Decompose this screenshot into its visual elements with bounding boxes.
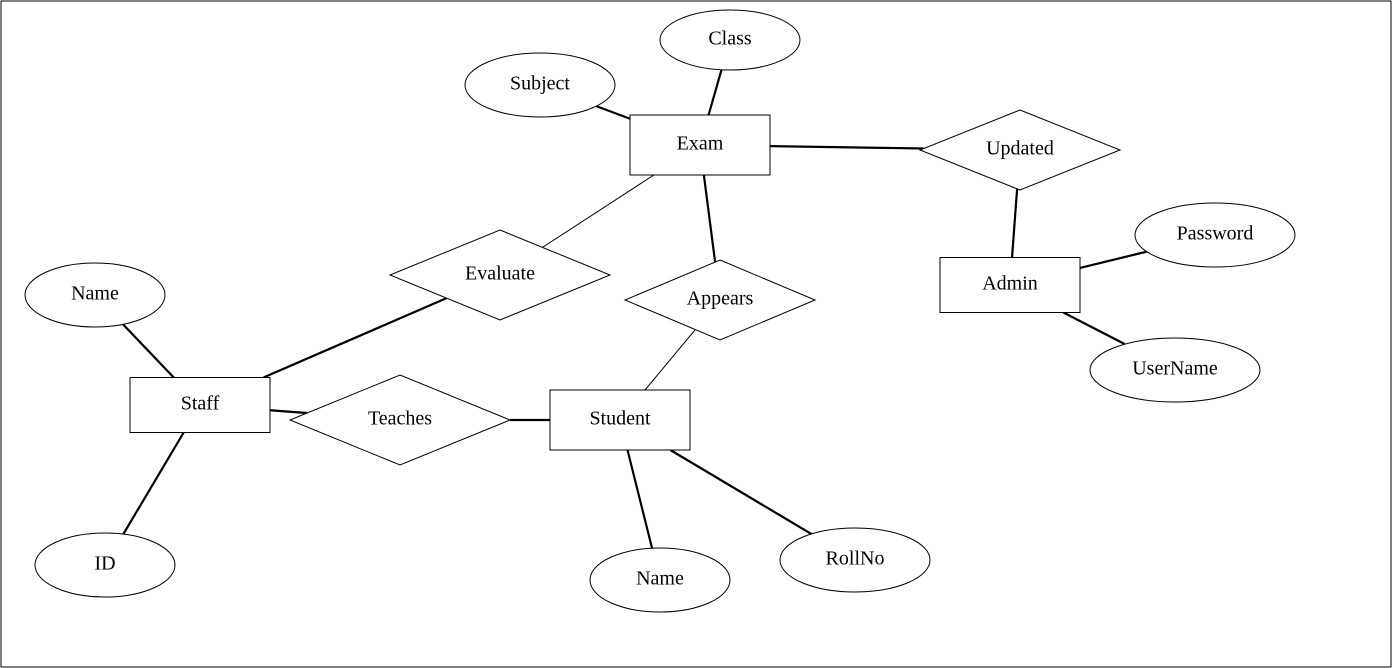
edge-student-student_name bbox=[628, 450, 653, 548]
relationship-evaluate-label: Evaluate bbox=[465, 263, 535, 285]
edge-staff-staff_id bbox=[123, 433, 183, 535]
edge-student-appears bbox=[645, 330, 695, 390]
edge-admin-password bbox=[1080, 252, 1147, 268]
edge-exam-evaluate bbox=[542, 175, 653, 247]
entities-layer: Exam Staff Student Admin bbox=[130, 115, 1080, 450]
edge-evaluate-staff bbox=[263, 298, 446, 377]
entity-exam-label: Exam bbox=[677, 133, 724, 155]
attribute-staff_name-label: Name bbox=[71, 283, 119, 305]
relationship-updated-label: Updated bbox=[986, 138, 1054, 160]
relationship-appears-label: Appears bbox=[687, 288, 754, 310]
edge-exam-class bbox=[709, 70, 722, 115]
relationship-teaches-label: Teaches bbox=[368, 408, 432, 430]
attribute-username-label: UserName bbox=[1132, 358, 1218, 380]
er-diagram: Exam Staff Student Admin Updated Evaluate Appe… bbox=[0, 0, 1392, 668]
attribute-staff_id-label: ID bbox=[94, 553, 115, 575]
attribute-password-label: Password bbox=[1177, 223, 1254, 245]
entity-student-label: Student bbox=[589, 408, 651, 430]
attribute-rollno-label: RollNo bbox=[826, 548, 885, 570]
edge-student-rollno bbox=[670, 450, 811, 534]
edge-updated-admin bbox=[1012, 189, 1017, 258]
edge-staff-teaches bbox=[270, 410, 307, 413]
edge-exam-appears bbox=[704, 175, 715, 262]
attribute-subject-label: Subject bbox=[510, 73, 570, 95]
edge-exam-subject bbox=[596, 106, 630, 119]
edge-admin-username bbox=[1063, 313, 1124, 345]
entity-staff-label: Staff bbox=[181, 393, 220, 415]
edge-exam-updated bbox=[770, 146, 924, 148]
attribute-student_name-label: Name bbox=[636, 568, 684, 590]
attribute-class-label: Class bbox=[708, 28, 752, 50]
entity-admin-label: Admin bbox=[982, 273, 1038, 295]
edge-staff-staff_name bbox=[123, 324, 174, 377]
